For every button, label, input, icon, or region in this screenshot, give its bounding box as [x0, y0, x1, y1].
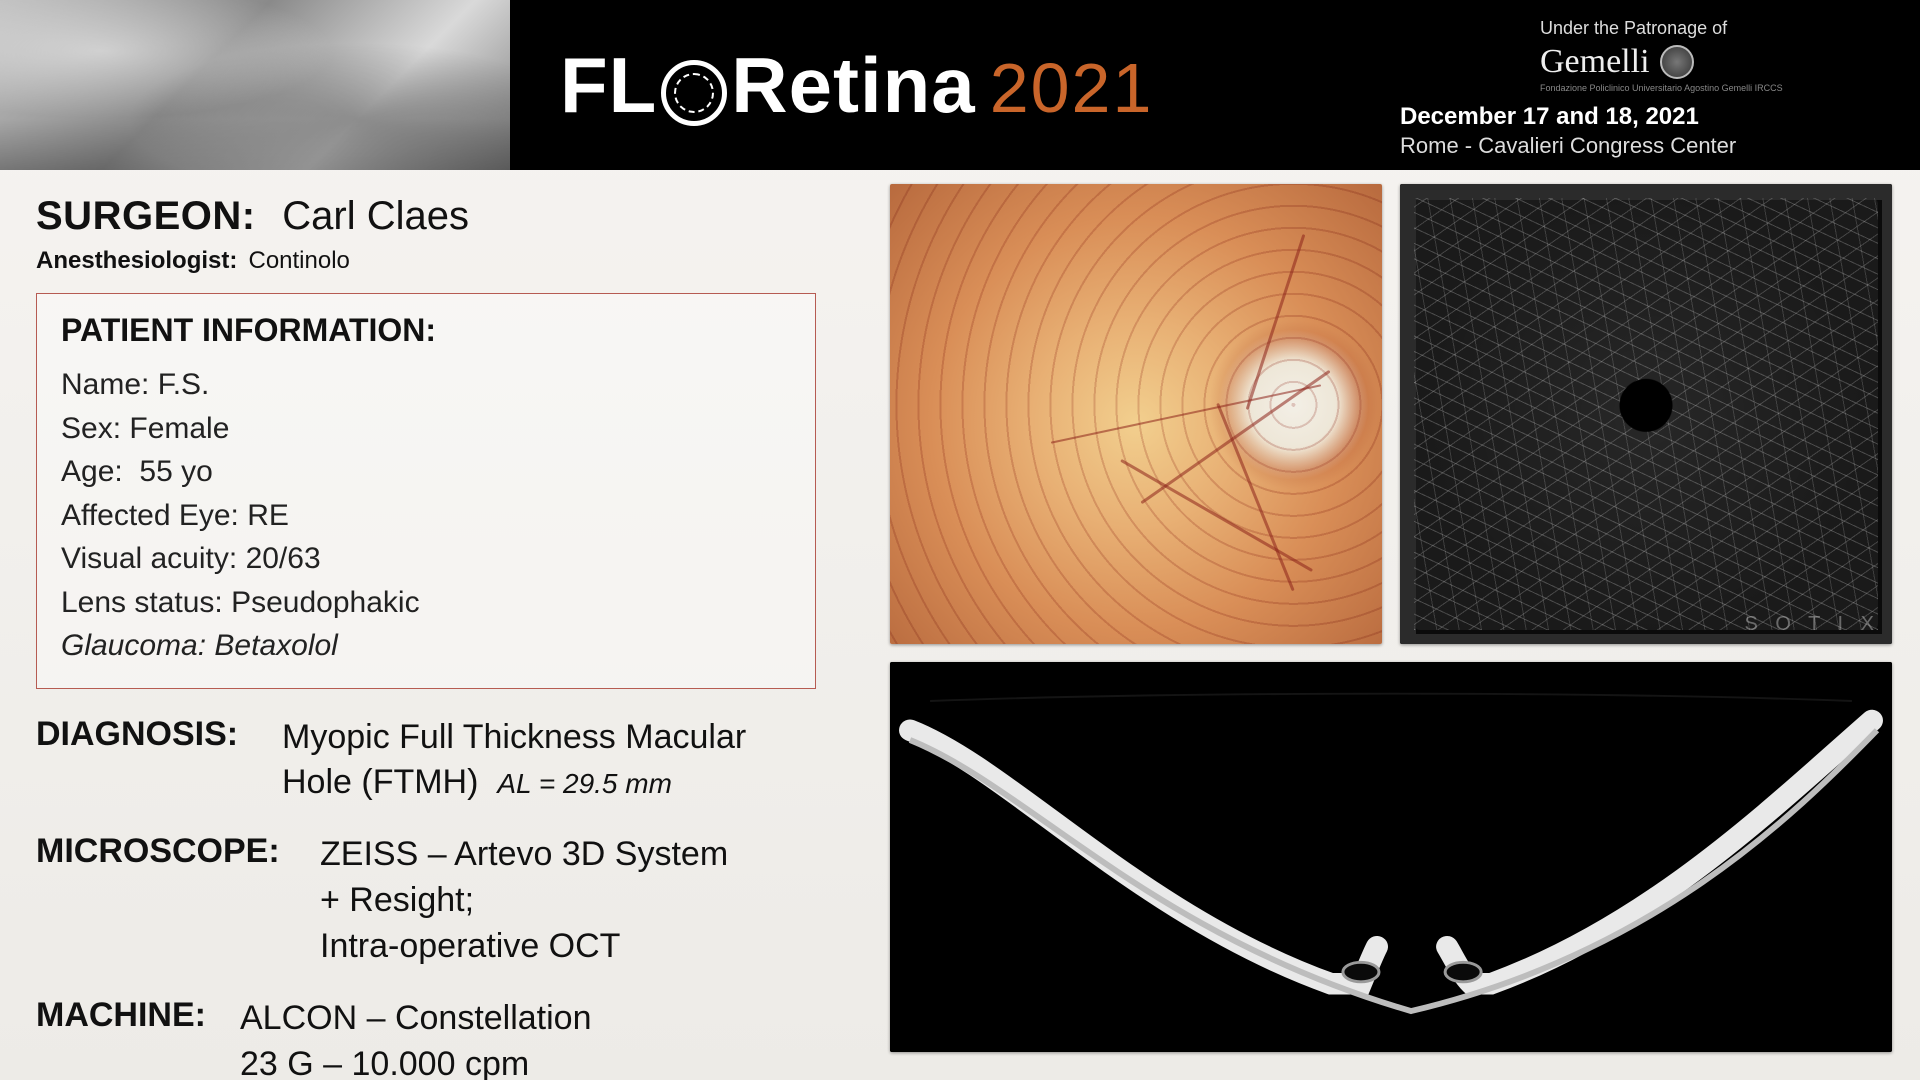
surgeon-value: Carl Claes	[260, 194, 469, 238]
vessel-icon	[1141, 370, 1331, 504]
sponsor-row: Gemelli	[1400, 43, 1880, 81]
machine-body: ALCON – Constellation 23 G – 10.000 cpm	[240, 996, 592, 1080]
left-column: SURGEON: Carl Claes Anesthesiologist: Co…	[0, 170, 880, 1080]
machine-line2: 23 G – 10.000 cpm	[240, 1042, 592, 1080]
patient-glaucoma: Glaucoma: Betaxolol	[61, 624, 791, 668]
octa-border	[1400, 184, 1892, 644]
diagnosis-line1: Myopic Full Thickness Macular	[282, 715, 746, 761]
vessel-icon	[1120, 459, 1313, 572]
brand-year: 2021	[990, 48, 1154, 128]
microscope-line3: Intra-operative OCT	[320, 924, 728, 970]
sponsor-subtext: Fondazione Policlinico Universitario Ago…	[1400, 83, 1880, 93]
microscope-row: MICROSCOPE: ZEISS – Artevo 3D System + R…	[36, 832, 860, 970]
patient-sex: Sex: Female	[61, 407, 791, 451]
bscan-svg	[890, 662, 1892, 1052]
header-brand-area: FL Retina 2021	[510, 0, 1400, 170]
patient-va: Visual acuity: 20/63	[61, 537, 791, 581]
surgeon-row: SURGEON: Carl Claes	[36, 194, 860, 239]
header-info: Under the Patronage of Gemelli Fondazion…	[1400, 0, 1920, 170]
anesthesiologist-row: Anesthesiologist: Continolo	[36, 247, 860, 275]
vessel-icon	[1245, 234, 1305, 410]
oct-bscan-panel	[890, 662, 1892, 1052]
patient-info-title: PATIENT INFORMATION:	[61, 312, 791, 349]
patient-name: Name: F.S.	[61, 363, 791, 407]
diagnosis-row: DIAGNOSIS: Myopic Full Thickness Macular…	[36, 715, 860, 807]
image-grid: S O T I X	[890, 184, 1892, 1052]
brand-o-icon	[661, 60, 727, 126]
machine-line1: ALCON – Constellation	[240, 996, 592, 1042]
brand-prefix: FL	[560, 40, 657, 131]
vessel-icon	[1216, 402, 1295, 591]
patient-info-box: PATIENT INFORMATION: Name: F.S. Sex: Fem…	[36, 293, 816, 689]
brand-lockup: FL Retina 2021	[560, 40, 1153, 131]
diagnosis-body: Myopic Full Thickness Macular Hole (FTMH…	[282, 715, 746, 807]
vessel-icon	[1051, 384, 1321, 443]
sponsor-name: Gemelli	[1540, 43, 1650, 81]
brand-suffix: Retina	[731, 40, 975, 131]
patient-age: Age: 55 yo	[61, 450, 791, 494]
patient-lens: Lens status: Pseudophakic	[61, 581, 791, 625]
event-venue: Rome - Cavalieri Congress Center	[1400, 133, 1880, 159]
header-city-photo	[0, 0, 510, 170]
event-dates: December 17 and 18, 2021	[1400, 103, 1880, 131]
octa-watermark: S O T I X	[1744, 613, 1880, 636]
machine-row: MACHINE: ALCON – Constellation 23 G – 10…	[36, 996, 860, 1080]
right-column: S O T I X	[880, 170, 1920, 1080]
fundus-photo-panel	[890, 184, 1382, 644]
diagnosis-label: DIAGNOSIS:	[36, 715, 268, 754]
microscope-label: MICROSCOPE:	[36, 832, 306, 871]
oct-angiography-panel: S O T I X	[1400, 184, 1892, 644]
microscope-line2: + Resight;	[320, 878, 728, 924]
slide-root: FL Retina 2021 Under the Patronage of Ge…	[0, 0, 1920, 1080]
patient-eye: Affected Eye: RE	[61, 494, 791, 538]
patronage-label: Under the Patronage of	[1400, 18, 1880, 39]
machine-label: MACHINE:	[36, 996, 226, 1035]
sponsor-seal-icon	[1660, 45, 1694, 79]
slide-body: SURGEON: Carl Claes Anesthesiologist: Co…	[0, 170, 1920, 1080]
diagnosis-line2: Hole (FTMH) AL = 29.5 mm	[282, 760, 746, 806]
brand-wordmark: FL Retina	[560, 40, 976, 131]
header-bar: FL Retina 2021 Under the Patronage of Ge…	[0, 0, 1920, 170]
microscope-body: ZEISS – Artevo 3D System + Resight; Intr…	[320, 832, 728, 970]
surgeon-label: SURGEON:	[36, 194, 256, 238]
anesth-value: Continolo	[242, 247, 350, 274]
diagnosis-meta: AL = 29.5 mm	[497, 768, 672, 799]
microscope-line1: ZEISS – Artevo 3D System	[320, 832, 728, 878]
anesth-label: Anesthesiologist:	[36, 247, 237, 274]
